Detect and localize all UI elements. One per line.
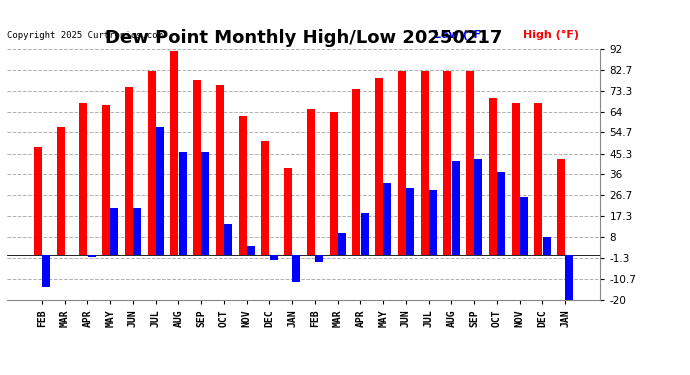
Bar <box>307 110 315 255</box>
Bar <box>110 208 118 255</box>
Bar <box>34 147 42 255</box>
Bar <box>57 127 65 255</box>
Bar <box>179 152 186 255</box>
Bar <box>429 190 437 255</box>
Bar <box>497 172 505 255</box>
Bar <box>284 168 292 255</box>
Bar <box>361 213 368 255</box>
Bar <box>170 51 178 255</box>
Bar <box>444 71 451 255</box>
Bar <box>148 71 156 255</box>
Text: Copyright 2025 Curtronics.com: Copyright 2025 Curtronics.com <box>7 31 163 40</box>
Bar <box>489 98 497 255</box>
Bar <box>79 103 88 255</box>
Bar <box>102 105 110 255</box>
Bar <box>125 87 133 255</box>
Bar <box>451 161 460 255</box>
Bar <box>520 197 528 255</box>
Bar <box>474 159 482 255</box>
Bar <box>353 89 360 255</box>
Bar <box>247 246 255 255</box>
Text: High (°F): High (°F) <box>523 30 579 40</box>
Bar <box>466 71 474 255</box>
Bar <box>42 255 50 286</box>
Bar <box>384 183 391 255</box>
Bar <box>330 112 337 255</box>
Bar <box>375 78 383 255</box>
Text: Low (°F): Low (°F) <box>434 30 486 40</box>
Bar <box>239 116 246 255</box>
Bar <box>270 255 277 260</box>
Bar <box>88 255 95 257</box>
Title: Dew Point Monthly High/Low 20250217: Dew Point Monthly High/Low 20250217 <box>105 29 502 47</box>
Bar <box>565 255 573 300</box>
Bar <box>193 80 201 255</box>
Bar <box>338 233 346 255</box>
Bar <box>262 141 269 255</box>
Bar <box>557 159 565 255</box>
Bar <box>201 152 209 255</box>
Bar <box>293 255 300 282</box>
Bar <box>512 103 520 255</box>
Bar <box>216 85 224 255</box>
Bar <box>315 255 323 262</box>
Bar <box>133 208 141 255</box>
Bar <box>398 71 406 255</box>
Bar <box>406 188 414 255</box>
Bar <box>535 103 542 255</box>
Bar <box>542 237 551 255</box>
Bar <box>421 71 428 255</box>
Bar <box>156 127 164 255</box>
Bar <box>224 224 232 255</box>
